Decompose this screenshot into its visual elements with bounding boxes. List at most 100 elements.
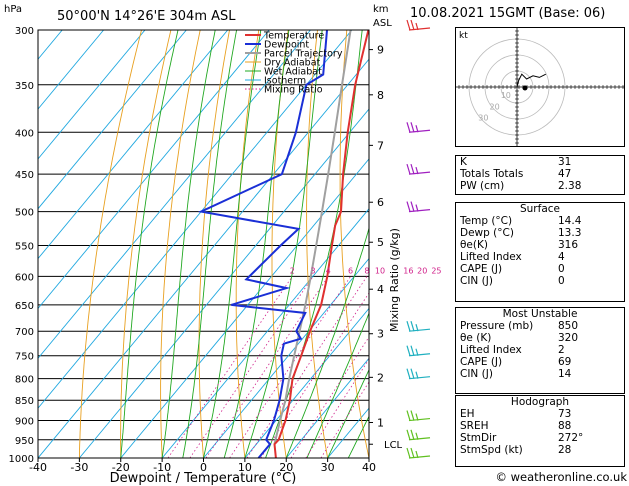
surface-label: CIN (J) bbox=[460, 275, 493, 287]
legend-item: Isotherm bbox=[264, 76, 306, 87]
barb-flag bbox=[415, 413, 419, 421]
dry-adiabat-line bbox=[404, 30, 452, 458]
pressure-tick-label: 300 bbox=[15, 26, 34, 37]
most-unstable-table: Most Unstable Pressure (mb) 850 θe (K) 320 L… bbox=[455, 307, 625, 394]
hodograph-stat-row: SREH 88 bbox=[456, 420, 624, 432]
hodograph-stat-value: 272° bbox=[558, 432, 584, 444]
isotherm-line bbox=[38, 30, 270, 310]
hodograph-stat-label: StmDir bbox=[460, 432, 497, 444]
barb-shaft bbox=[408, 328, 431, 332]
dry-adiabat-line bbox=[78, 30, 142, 458]
temp-tick-label: 40 bbox=[362, 461, 376, 474]
hodograph-table: Hodograph EH 73 SREH 88 StmDir 272° StmSpd (kt… bbox=[455, 395, 625, 467]
datestamp: 10.08.2021 15GMT (Base: 06) bbox=[410, 6, 606, 21]
hodograph-ring-label: 20 bbox=[490, 102, 500, 111]
temp-tick-label: 0 bbox=[200, 461, 207, 474]
hodograph-stat-label: SREH bbox=[460, 420, 489, 432]
isotherm-line bbox=[161, 208, 369, 458]
wet-adiabat-line bbox=[203, 30, 262, 458]
isotherm-line bbox=[244, 307, 369, 458]
hodograph-stat-value: 88 bbox=[558, 420, 572, 432]
surface-value: 0 bbox=[558, 263, 565, 275]
pressure-tick-label: 400 bbox=[15, 128, 34, 139]
wind-barb bbox=[406, 368, 431, 380]
axis-labels: 3003504004505005506006507007508008509009… bbox=[9, 26, 442, 474]
unstable-value: 69 bbox=[558, 356, 572, 368]
pressure-tick-label: 900 bbox=[15, 417, 34, 428]
barb-shaft bbox=[408, 437, 431, 441]
dry-adiabat-line bbox=[120, 30, 172, 458]
hodograph-ring-label: 30 bbox=[478, 114, 488, 123]
barb-flag bbox=[410, 447, 415, 459]
wet-adiabat-line bbox=[161, 30, 216, 458]
index-row: Totals Totals 47 bbox=[456, 168, 624, 180]
km-tick-label: 9 bbox=[377, 44, 384, 57]
wet-adiabat-line bbox=[120, 30, 179, 458]
barb-flag bbox=[415, 204, 419, 212]
km-tick-label: 4 bbox=[377, 283, 384, 296]
isotherm-line bbox=[38, 30, 353, 409]
location-title: 50°00'N 14°26'E 304m ASL bbox=[57, 9, 236, 24]
hodograph-stat-row: StmDir 272° bbox=[456, 432, 624, 444]
wind-barbs bbox=[406, 19, 431, 459]
surface-row: θe(K) 316 bbox=[456, 239, 624, 251]
mixing-ratio-axis-label: Mixing Ratio (g/kg) bbox=[388, 228, 401, 332]
wind-barb bbox=[406, 163, 431, 175]
legend-item: Dewpoint bbox=[264, 40, 309, 51]
legend-item: Wet Adiabat bbox=[264, 67, 322, 78]
unstable-value: 850 bbox=[558, 320, 579, 332]
km-tick-label: 1 bbox=[377, 417, 384, 430]
index-label: Totals Totals bbox=[460, 168, 524, 180]
barb-flag bbox=[415, 166, 419, 175]
pressure-tick-label: 650 bbox=[15, 301, 34, 312]
index-value: 2.38 bbox=[558, 180, 582, 192]
hodograph-trace bbox=[516, 73, 547, 88]
unstable-label: Lifted Index bbox=[460, 344, 522, 356]
surface-value: 14.4 bbox=[558, 215, 582, 227]
hodograph-stat-label: StmSpd (kt) bbox=[460, 444, 523, 456]
barb-flag bbox=[406, 447, 411, 459]
x-axis-label: Dewpoint / Temperature (°C) bbox=[110, 471, 297, 486]
barb-shaft bbox=[408, 353, 431, 357]
barb-flag bbox=[415, 324, 419, 332]
barb-flag bbox=[406, 429, 411, 440]
mixing-ratio-label: 8 bbox=[364, 266, 369, 275]
barb-flag bbox=[410, 429, 415, 440]
hodograph-kt-label: kt bbox=[459, 31, 468, 41]
mixing-ratio-label: 16 bbox=[403, 266, 413, 275]
dry-adiabat-line bbox=[339, 30, 369, 458]
temp-tick-label: -30 bbox=[70, 461, 88, 474]
hodograph-ticks bbox=[458, 30, 624, 144]
surface-value: 316 bbox=[558, 239, 579, 251]
surface-table: Surface Temp (°C) 14.4 Dewp (°C) 13.3 θe(K) 3… bbox=[455, 202, 625, 302]
km-tick-label: 5 bbox=[377, 236, 384, 249]
unstable-label: CIN (J) bbox=[460, 368, 493, 380]
barb-flag bbox=[415, 22, 419, 31]
hodograph-stat-row: StmSpd (kt) 28 bbox=[456, 444, 624, 456]
surface-label: CAPE (J) bbox=[460, 263, 503, 275]
profiles bbox=[197, 30, 369, 458]
wind-barb bbox=[406, 122, 431, 133]
isotherm-line bbox=[38, 30, 104, 110]
barb-flag bbox=[406, 163, 411, 175]
mixing-ratio-label: 6 bbox=[348, 266, 353, 275]
wet-adiabat-line bbox=[327, 368, 369, 458]
barb-flag bbox=[410, 410, 415, 421]
barb-flag bbox=[406, 19, 411, 31]
pressure-tick-label: 450 bbox=[15, 170, 34, 181]
pressure-tick-label: 350 bbox=[15, 81, 34, 92]
barb-flag bbox=[410, 201, 415, 212]
barb-flag bbox=[410, 321, 415, 332]
dry-adiabat-line bbox=[271, 30, 289, 458]
km-tick-label: 6 bbox=[377, 196, 384, 209]
isotherm-line bbox=[38, 30, 187, 210]
mixing-ratio-line bbox=[229, 276, 351, 458]
barb-flag bbox=[406, 122, 411, 133]
wind-barb bbox=[406, 447, 431, 459]
barb-shaft bbox=[408, 376, 431, 380]
pressure-tick-label: 500 bbox=[15, 208, 34, 219]
isotherm-line bbox=[79, 108, 369, 458]
barb-flag bbox=[410, 368, 415, 379]
